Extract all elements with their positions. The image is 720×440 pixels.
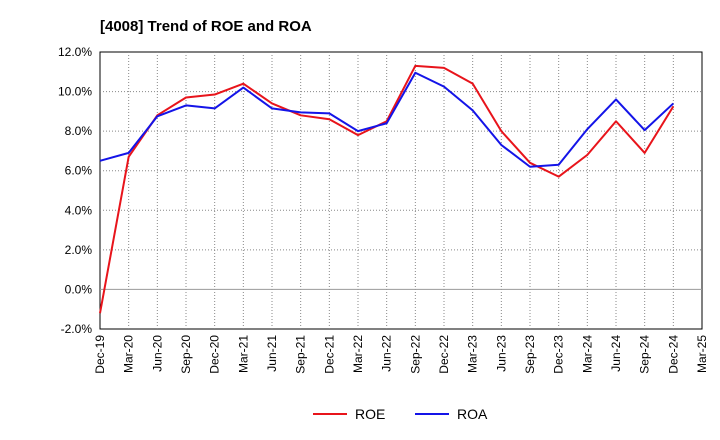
y-tick-label: -2.0% bbox=[61, 322, 93, 336]
x-tick-label: Sep-20 bbox=[179, 335, 193, 374]
x-tick-label: Dec-22 bbox=[437, 335, 451, 374]
legend: ROE ROA bbox=[313, 406, 488, 422]
y-tick-label: 10.0% bbox=[58, 85, 92, 99]
x-tick-label: Mar-20 bbox=[122, 335, 136, 373]
x-tick-label: Sep-24 bbox=[638, 335, 652, 374]
legend-label-roa: ROA bbox=[457, 406, 488, 422]
x-tick-label: Mar-24 bbox=[580, 335, 594, 373]
y-tick-label: 4.0% bbox=[65, 203, 93, 217]
y-tick-label: 0.0% bbox=[65, 282, 93, 296]
x-tick-label: Jun-21 bbox=[265, 335, 279, 372]
series-line-roa bbox=[99, 71, 675, 168]
x-tick-label: Sep-21 bbox=[294, 335, 308, 374]
x-tick-label: Mar-25 bbox=[695, 335, 709, 373]
x-tick-label: Jun-23 bbox=[494, 335, 508, 372]
x-tick-label: Dec-19 bbox=[93, 335, 107, 374]
y-tick-label: 6.0% bbox=[65, 164, 93, 178]
y-tick-label: 12.0% bbox=[58, 45, 92, 59]
x-tick-label: Jun-20 bbox=[150, 335, 164, 372]
x-tick-label: Jun-24 bbox=[609, 335, 623, 372]
legend-label-roe: ROE bbox=[355, 406, 385, 422]
x-tick-label: Mar-23 bbox=[466, 335, 480, 373]
x-tick-label: Mar-21 bbox=[236, 335, 250, 373]
chart-title: [4008] Trend of ROE and ROA bbox=[100, 18, 312, 35]
x-tick-label: Dec-23 bbox=[552, 335, 566, 374]
x-tick-label: Dec-21 bbox=[322, 335, 336, 374]
x-tick-label: Jun-22 bbox=[380, 335, 394, 372]
x-tick-label: Sep-23 bbox=[523, 335, 537, 374]
x-tick-label: Sep-22 bbox=[408, 335, 422, 374]
series-layer bbox=[99, 64, 675, 314]
x-tick-label: Dec-24 bbox=[666, 335, 680, 374]
y-tick-label: 8.0% bbox=[65, 124, 93, 138]
y-tick-label: 2.0% bbox=[65, 243, 93, 257]
y-axis: -2.0% 0.0% 2.0% 4.0% 6.0% 8.0% 10.0% 12.0% bbox=[58, 45, 92, 336]
x-tick-label: Dec-20 bbox=[208, 335, 222, 374]
x-axis: Dec-19 Mar-20 Jun-20 Sep-20 Dec-20 Mar-21 Jun-… bbox=[93, 335, 709, 374]
x-tick-label: Mar-22 bbox=[351, 335, 365, 373]
